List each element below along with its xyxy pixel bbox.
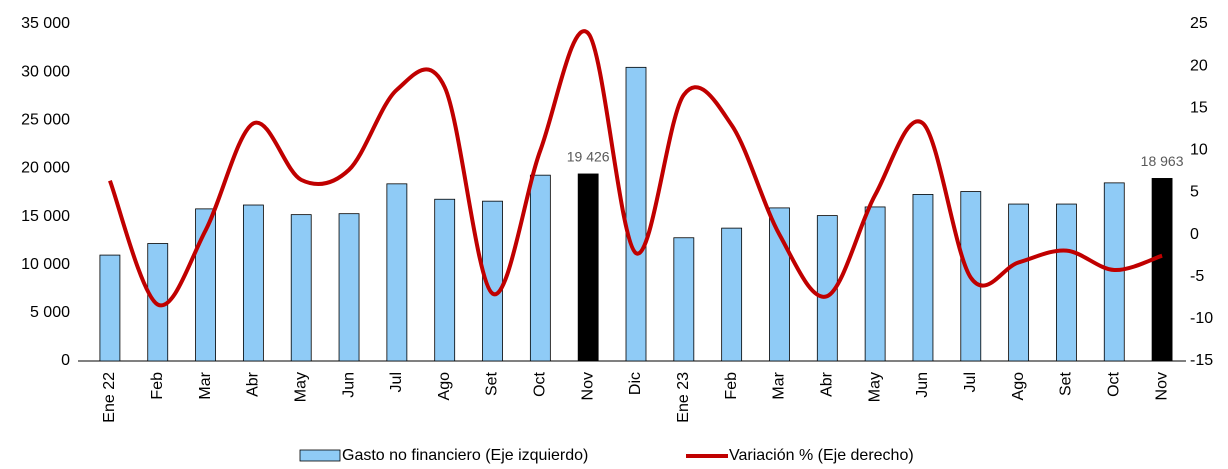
x-tick-label: Mar [771, 371, 788, 399]
x-tick-label: Jul [962, 372, 979, 392]
y-tick-label: 15 000 [21, 208, 70, 225]
y2-tick-label: 15 [1190, 99, 1208, 116]
x-tick-label: Ago [1010, 372, 1027, 401]
y-tick-label: 5 000 [30, 304, 70, 321]
bar [577, 173, 599, 362]
bar [242, 204, 264, 362]
y2-tick-label: -15 [1190, 352, 1213, 369]
y-tick-label: 20 000 [21, 160, 70, 177]
legend-label: Variación % (Eje derecho) [729, 447, 914, 464]
bar [1056, 203, 1077, 362]
legend-label: Gasto no financiero (Eje izquierdo) [342, 447, 588, 464]
bar [99, 254, 121, 362]
x-tick-label: Nov [579, 372, 596, 400]
x-tick-label: Set [484, 371, 501, 396]
y2-tick-label: 25 [1190, 15, 1208, 32]
y-tick-label: 0 [61, 352, 70, 369]
y-tick-label: 30 000 [21, 63, 70, 80]
x-tick-label: May [292, 372, 309, 402]
x-tick-label: Jun [340, 372, 357, 398]
bar [673, 237, 695, 362]
y-tick-label: 35 000 [21, 15, 70, 32]
x-tick-label: Oct [1105, 371, 1122, 396]
y-tick-label: 10 000 [21, 256, 70, 273]
y2-tick-label: -5 [1190, 268, 1204, 285]
bar [338, 213, 360, 362]
bar [434, 198, 456, 362]
x-tick-label: Oct [532, 371, 549, 396]
y2-tick-label: 20 [1190, 57, 1208, 74]
y2-tick-label: 5 [1190, 184, 1199, 201]
value-label: 18 963 [1141, 153, 1184, 169]
x-tick-label: Abr [245, 371, 262, 397]
y2-tick-label: 10 [1190, 142, 1208, 159]
x-tick-label: Ago [436, 372, 453, 401]
bar [482, 200, 503, 362]
bar [195, 208, 216, 362]
bar [1151, 178, 1173, 362]
x-tick-label: Dic [627, 372, 644, 395]
y2-tick-label: -10 [1190, 310, 1213, 327]
bar [912, 194, 934, 362]
x-tick-label: Jul [388, 372, 405, 392]
x-tick-label: May [866, 372, 883, 402]
x-tick-label: Mar [197, 371, 214, 399]
y2-tick-label: 0 [1190, 226, 1199, 243]
legend-swatch [299, 449, 341, 462]
line [108, 29, 1163, 308]
bar [529, 174, 551, 362]
x-tick-label: Feb [723, 372, 740, 400]
y-tick-label: 25 000 [21, 112, 70, 129]
value-label: 19 426 [567, 149, 610, 165]
x-tick-label: Ene 22 [101, 372, 118, 423]
bar [625, 66, 647, 362]
x-tick-label: Feb [149, 372, 166, 400]
bar [290, 214, 312, 362]
x-tick-label: Ene 23 [675, 372, 692, 423]
bar [721, 227, 743, 362]
bar [864, 206, 886, 362]
x-tick-label: Jun [914, 372, 931, 398]
bar [1008, 203, 1030, 362]
x-tick-label: Set [1058, 371, 1075, 396]
bar [386, 183, 408, 362]
x-tick-label: Nov [1153, 372, 1170, 400]
x-tick-label: Abr [819, 371, 836, 397]
